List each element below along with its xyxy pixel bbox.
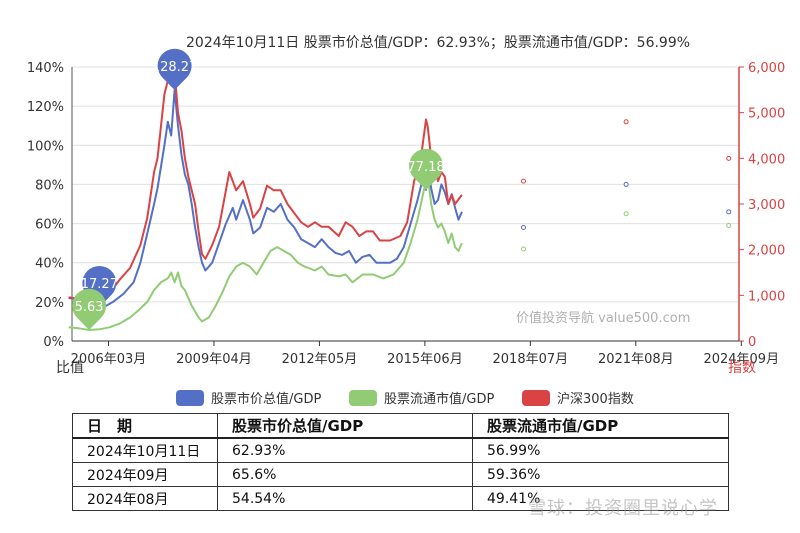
left-axis-label: 比值 [56, 360, 84, 376]
legend-label: 沪深300指数 [557, 391, 634, 407]
left-tick-label: 120% [27, 100, 64, 115]
marker-shape [409, 148, 444, 190]
left-tick-label: 140% [27, 61, 64, 76]
yearly-point-index [521, 178, 527, 184]
x-tick-label: 2009年04月 [176, 352, 252, 367]
marker-pin: 128.27 [152, 48, 198, 90]
x-tick-label: 2018年07月 [493, 352, 569, 367]
left-tick-label: 60% [35, 218, 64, 233]
x-tick-label: 2015年06月 [387, 352, 463, 367]
table-header-row: 日 期 股票市价总值/GDP 股票流通市值/GDP [72, 413, 729, 439]
marker-shape [157, 48, 192, 90]
corner-watermark: 雪球：投资圈里说心学 [528, 498, 718, 519]
legend-swatch [176, 390, 204, 406]
valuation-chart: 2024年10月11日 股票市价总值/GDP：62.93%；股票流通市值/GDP… [27, 34, 785, 407]
table-row: 2024年08月 54.54% 49.41% [72, 486, 729, 511]
row-date: 2024年08月 [72, 486, 218, 511]
marker-label: 128.27 [152, 60, 198, 75]
legend-swatch [522, 390, 550, 406]
series-line-1 [68, 173, 463, 331]
x-tick-label: 2024年09月 [703, 352, 779, 367]
yearly-point-float [726, 223, 732, 229]
series-line-0 [68, 89, 463, 307]
data-table: 日 期 股票市价总值/GDP 股票流通市值/GDP 2024年10月11日 62… [72, 413, 729, 511]
marker-shape [72, 288, 107, 330]
row-total: 62.93% [217, 437, 473, 463]
marker-pin: 5.63 [72, 288, 107, 330]
marker-pin: 77.18 [407, 148, 445, 190]
yearly-point-float [623, 211, 629, 217]
yearly-point-index [726, 155, 732, 161]
row-date: 2024年09月 [72, 462, 218, 487]
right-tick-label: 6,000 [748, 61, 785, 76]
table-row: 2024年09月 65.6% 59.36% [72, 462, 729, 487]
right-tick-label: 2,000 [748, 244, 785, 259]
site-watermark: 价值投资导航 value500.com [516, 310, 690, 326]
left-tick-label: 80% [35, 178, 64, 193]
yearly-point-index [623, 119, 629, 125]
legend-swatch [349, 390, 377, 406]
row-date: 2024年10月11日 [72, 437, 218, 463]
right-axis-label: 指数 [728, 360, 756, 376]
marker-label: 17.27 [81, 277, 118, 292]
yearly-point-total [623, 181, 629, 187]
right-tick-label: 1,000 [748, 289, 785, 304]
left-tick-label: 40% [35, 257, 64, 272]
yearly-points [521, 119, 732, 252]
yearly-point-total [521, 224, 527, 230]
legend-label: 股票市价总值/GDP [211, 391, 321, 407]
header-date: 日 期 [72, 413, 218, 439]
marker-label: 5.63 [75, 300, 104, 315]
legend: 股票市价总值/GDP 股票流通市值/GDP 沪深300指数 [176, 390, 634, 407]
legend-label: 股票流通市值/GDP [384, 391, 494, 407]
left-tick-label: 20% [35, 296, 64, 311]
row-total: 54.54% [217, 486, 473, 511]
right-tick-label: 4,000 [748, 152, 785, 167]
gridlines [72, 66, 739, 342]
row-float: 56.99% [472, 437, 729, 463]
left-tick-label: 100% [27, 139, 64, 154]
axes: 0% 20% 40% 60% 80% 100% 120% 140% 0 1,000 2,000 3,0… [27, 61, 785, 367]
marker-label: 77.18 [407, 160, 444, 175]
series-line-2 [68, 70, 463, 301]
series-lines [68, 70, 463, 331]
row-total: 65.6% [217, 462, 473, 487]
header-total: 股票市价总值/GDP [217, 413, 473, 439]
left-tick-label: 0% [43, 335, 64, 350]
x-tick-label: 2012年05月 [282, 352, 358, 367]
x-tick-label: 2006年03月 [71, 352, 147, 367]
x-tick-label: 2021年08月 [598, 352, 674, 367]
value-markers: 128.27 17.27 5.63 77.18 [72, 48, 445, 330]
row-float: 49.41% [472, 486, 729, 511]
right-tick-label: 3,000 [748, 198, 785, 213]
yearly-point-float [521, 246, 527, 252]
header-text: 2024年10月11日 股票市价总值/GDP：62.93%；股票流通市值/GDP… [186, 34, 690, 51]
right-tick-label: 5,000 [748, 107, 785, 122]
table-row: 2024年10月11日 62.93% 56.99% [72, 437, 729, 463]
row-float: 59.36% [472, 462, 729, 487]
header-float: 股票流通市值/GDP [472, 413, 729, 439]
yearly-point-total [726, 209, 732, 215]
right-tick-label: 0 [748, 335, 756, 350]
